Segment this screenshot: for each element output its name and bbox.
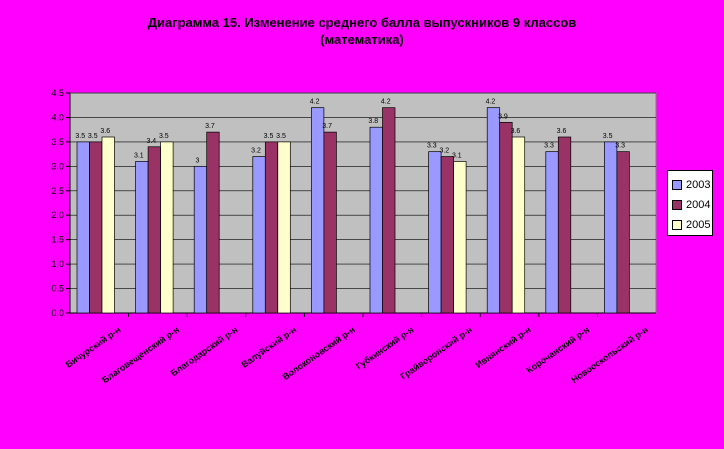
data-label-2004-8: 3.6	[557, 128, 567, 135]
data-label-2005-3: 3.5	[276, 133, 286, 140]
y-tick-label: 4.5	[51, 88, 64, 98]
chart-title-line2: (математика)	[320, 32, 404, 47]
legend-item-2005: 2005	[672, 215, 712, 235]
bar-2003-0	[76, 141, 90, 314]
data-label-2004-6: 3.2	[439, 148, 449, 155]
data-label-2003-2: 3	[195, 157, 199, 164]
legend-label: 2003	[686, 179, 711, 191]
y-tick-label: 1.0	[51, 259, 64, 269]
data-label-2004-0: 3.5	[88, 133, 98, 140]
data-label-2004-7: 3.9	[498, 113, 508, 120]
bar-2004-3	[264, 141, 279, 314]
bar-2004-2	[206, 131, 220, 314]
bar-2003-5	[369, 126, 383, 314]
data-label-2005-1: 3.5	[159, 133, 169, 140]
y-tick-label: 3.5	[51, 137, 64, 147]
bar-2004-9	[616, 151, 630, 314]
legend-swatch	[672, 220, 682, 230]
bar-2003-4	[311, 107, 325, 314]
bar-2004-5	[382, 107, 396, 314]
y-tick-label: 1.5	[51, 235, 64, 245]
data-label-2003-3: 3.2	[251, 148, 261, 155]
y-tick-label: 0.0	[51, 308, 64, 318]
data-label-2003-7: 4.2	[486, 99, 496, 106]
legend-item-2004: 2004	[672, 195, 712, 215]
data-label-2003-6: 3.3	[427, 143, 437, 150]
bar-2003-8	[545, 151, 559, 314]
x-category-label: Валуйский р-н	[240, 324, 299, 369]
bar-2005-6	[453, 161, 467, 314]
legend-item-2003: 2003	[672, 175, 712, 195]
bar-2003-1	[135, 161, 149, 314]
data-label-2004-2: 3.7	[205, 123, 215, 130]
chart-title-line1: Диаграмма 15. Изменение среднего балла в…	[147, 15, 577, 30]
data-label-2003-4: 4.2	[310, 99, 320, 106]
legend-swatch	[672, 180, 682, 190]
bar-2004-4	[323, 131, 337, 314]
data-label-2003-0: 3.5	[75, 133, 85, 140]
bar-2005-7	[511, 136, 526, 314]
legend-swatch	[672, 200, 682, 210]
bar-2003-3	[252, 156, 266, 314]
legend-label: 2004	[686, 199, 711, 211]
data-label-2005-0: 3.6	[100, 128, 110, 135]
y-tick-label: 0.5	[51, 284, 64, 294]
legend-label: 2005	[686, 219, 711, 231]
bar-2004-7	[499, 121, 513, 314]
bar-2005-1	[160, 141, 174, 314]
bar-2003-9	[604, 141, 618, 314]
bar-2003-7	[486, 107, 501, 314]
data-label-2005-6: 3.1	[452, 152, 462, 159]
x-category-label: Губкинский р-н	[354, 324, 415, 371]
data-label-2003-8: 3.3	[544, 143, 554, 150]
bar-2005-0	[101, 136, 115, 314]
y-tick-label: 3.0	[51, 161, 64, 171]
chart-title: Диаграмма 15. Изменение среднего балла в…	[0, 14, 724, 48]
data-label-2005-7: 3.6	[511, 128, 521, 135]
y-tick-label: 4.0	[51, 112, 64, 122]
data-label-2004-5: 4.2	[381, 99, 391, 106]
data-label-2004-3: 3.5	[264, 133, 274, 140]
bar-2005-3	[277, 141, 291, 314]
x-category-label: Бичурский р-н	[64, 324, 123, 369]
bar-2003-2	[193, 165, 208, 314]
data-label-2004-4: 3.7	[322, 123, 332, 130]
x-category-label: Ивнянский р-н	[474, 324, 533, 370]
data-label-2003-9: 3.5	[603, 133, 613, 140]
y-tick-label: 2.5	[51, 186, 64, 196]
data-label-2004-1: 3.4	[146, 138, 156, 145]
bar-2004-8	[557, 136, 572, 314]
legend: 2003 2004 2005	[667, 170, 713, 236]
y-tick-label: 2.0	[51, 210, 64, 220]
bar-2004-1	[147, 146, 161, 314]
data-label-2003-1: 3.1	[134, 152, 144, 159]
bar-2004-6	[440, 156, 454, 314]
data-label-2003-5: 3.8	[368, 118, 378, 125]
bar-2003-6	[428, 151, 442, 314]
bar-2004-0	[89, 141, 103, 314]
data-label-2004-9: 3.3	[615, 143, 625, 150]
